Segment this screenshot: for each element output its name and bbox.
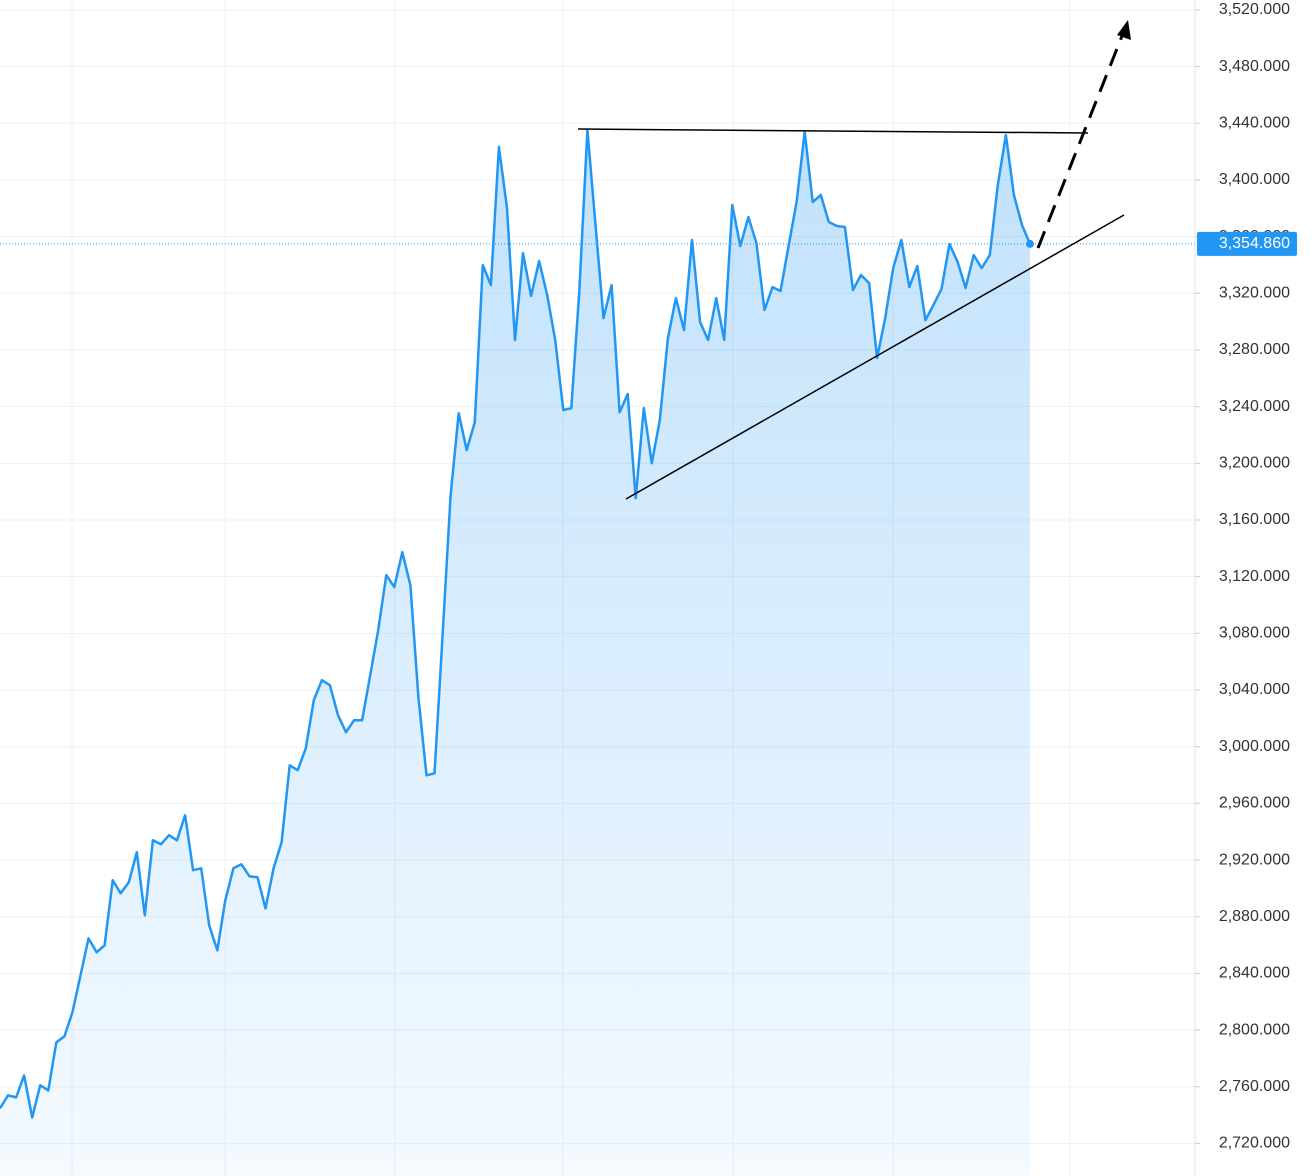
y-tick-label: 3,040.000 <box>1219 681 1290 698</box>
y-tick-label: 2,880.000 <box>1219 908 1290 925</box>
y-tick-label: 3,480.000 <box>1219 58 1290 75</box>
drawings <box>577 20 1131 500</box>
last-price-box <box>1197 231 1297 256</box>
y-tick-label: 3,120.000 <box>1219 568 1290 585</box>
y-tick-label: 2,720.000 <box>1219 1135 1290 1152</box>
y-tick-label: 2,840.000 <box>1219 965 1290 982</box>
resistance-line <box>577 128 1089 134</box>
plot <box>0 128 1195 1176</box>
y-tick-label: 3,240.000 <box>1219 398 1290 415</box>
y-tick-label: 2,760.000 <box>1219 1078 1290 1095</box>
support-line <box>625 214 1125 500</box>
last-price-label: 3,354.860 <box>1219 235 1290 252</box>
y-tick-label: 3,520.000 <box>1219 1 1290 18</box>
price-line <box>0 128 1032 1119</box>
y-tick-label: 3,160.000 <box>1219 511 1290 528</box>
arrow-head <box>1117 20 1131 40</box>
area-fill <box>0 129 1030 1176</box>
y-tick-label: 2,920.000 <box>1219 851 1290 868</box>
projection-arrow <box>1036 35 1124 249</box>
y-tick-label: 2,960.000 <box>1219 795 1290 812</box>
y-tick-label: 3,000.000 <box>1219 738 1290 755</box>
y-tick-label: 3,200.000 <box>1219 455 1290 472</box>
y-tick-label: 3,400.000 <box>1219 171 1290 188</box>
y-tick-label: 3,080.000 <box>1219 625 1290 642</box>
y-axis: 2,720.000 2,760.000 2,800.000 2,840.000 2,88… <box>1195 1 1297 1152</box>
y-tick-label: 3,440.000 <box>1219 114 1290 131</box>
y-tick-label: 3,280.000 <box>1219 341 1290 358</box>
y-tick-label: 3,320.000 <box>1219 285 1290 302</box>
y-tick-label: 2,800.000 <box>1219 1021 1290 1038</box>
